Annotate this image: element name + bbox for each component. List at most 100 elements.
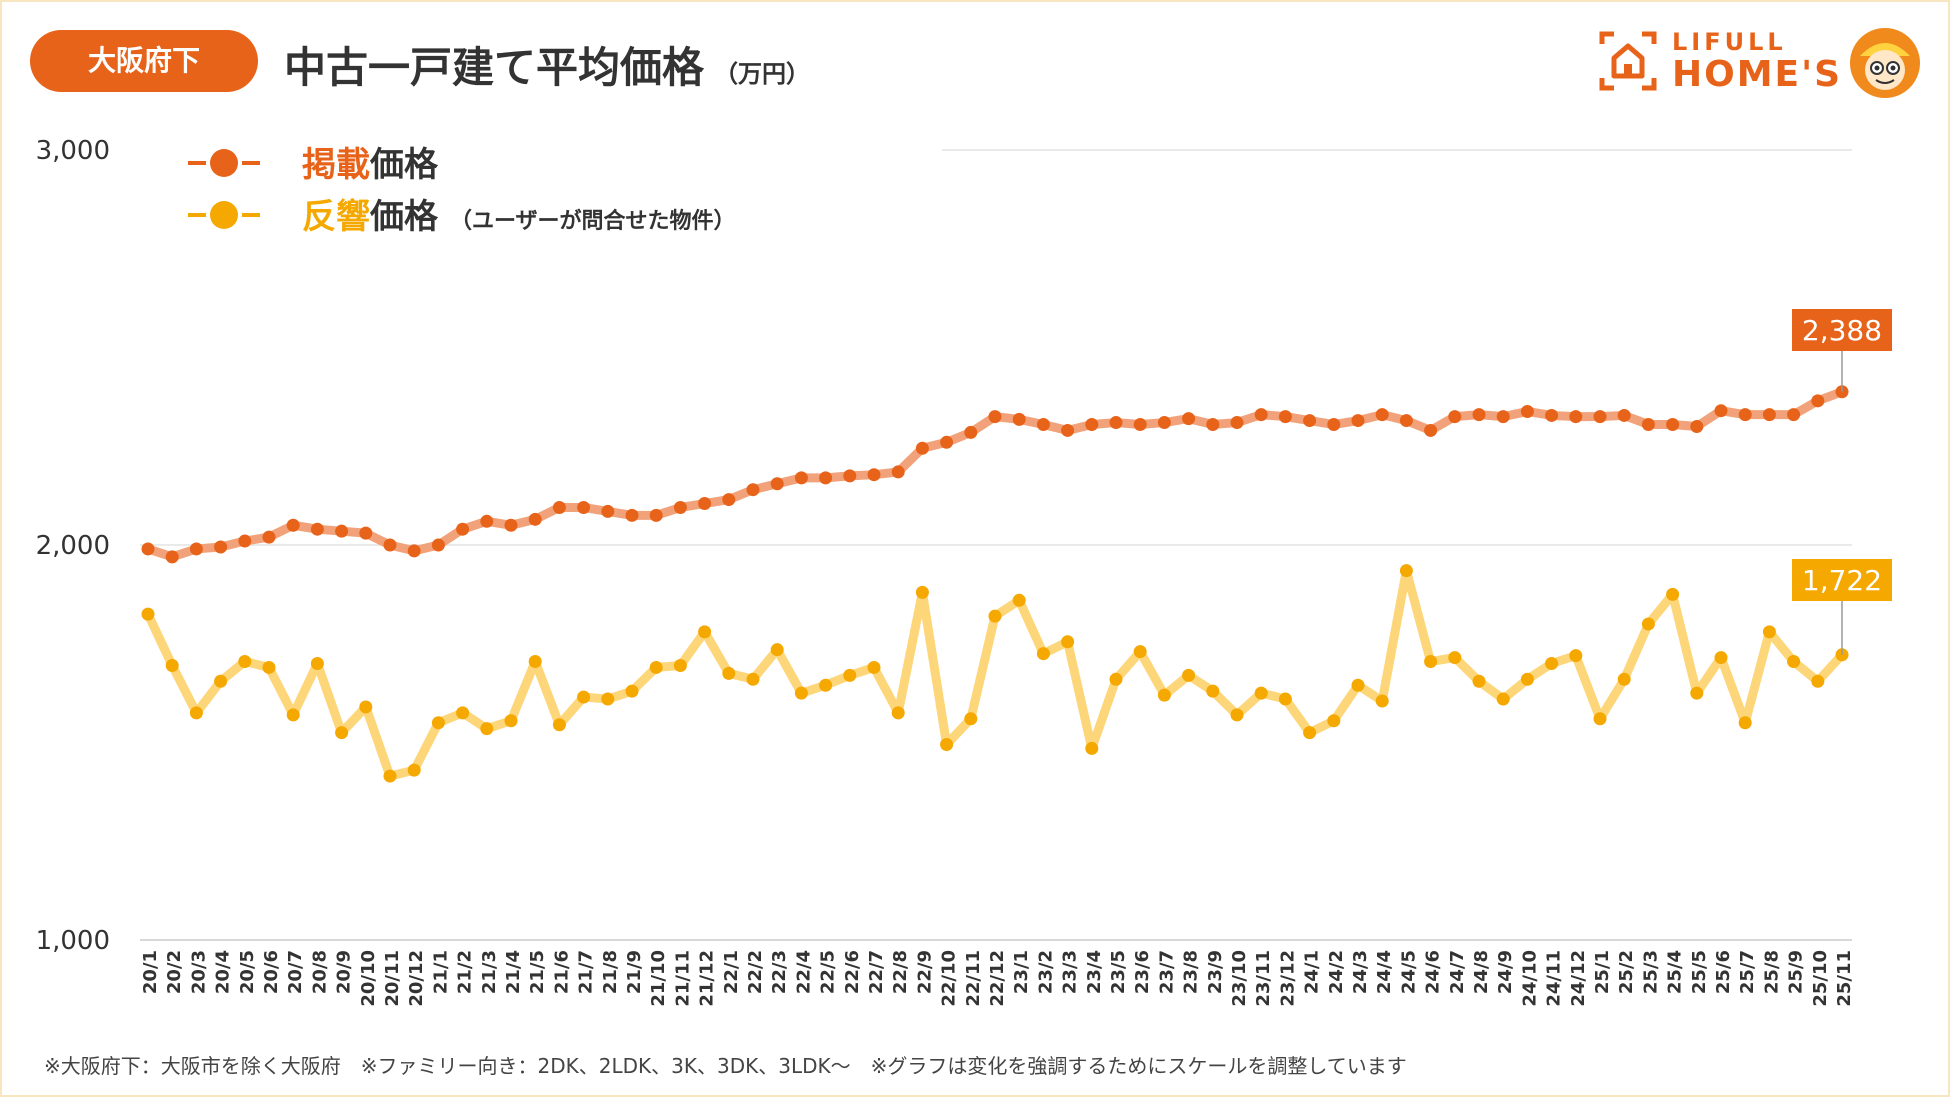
data-point: [1617, 408, 1631, 422]
data-point: [1569, 649, 1583, 663]
data-point: [262, 530, 276, 544]
x-tick-label: 20/4: [213, 950, 234, 994]
data-point: [1399, 564, 1413, 578]
end-value-label: 1,722: [1802, 564, 1882, 597]
x-tick-label: 20/9: [334, 950, 355, 994]
data-point: [649, 508, 663, 522]
data-point: [189, 706, 203, 720]
data-point: [1230, 708, 1244, 722]
x-tick-label: 23/5: [1108, 950, 1129, 994]
x-tick-label: 23/2: [1035, 950, 1056, 994]
data-point: [1327, 714, 1341, 728]
data-point: [141, 607, 155, 621]
x-tick-label: 20/12: [406, 950, 427, 1007]
data-point: [1762, 408, 1776, 422]
data-point: [1109, 672, 1123, 686]
data-point: [238, 655, 252, 669]
data-point: [1303, 726, 1317, 740]
x-tick-label: 25/1: [1592, 950, 1613, 994]
data-point: [940, 435, 954, 449]
x-tick-label: 21/1: [430, 950, 451, 994]
data-point: [964, 425, 978, 439]
x-tick-label: 21/4: [503, 950, 524, 994]
x-tick-label: 22/6: [842, 950, 863, 994]
data-point: [214, 674, 228, 688]
data-point: [915, 585, 929, 599]
y-tick-label: 3,000: [36, 136, 110, 166]
data-point: [1545, 408, 1559, 422]
end-value-box: [1792, 309, 1892, 351]
logo-homes: HOME'S: [1672, 54, 1843, 95]
x-tick-label: 20/8: [309, 950, 330, 994]
data-point: [1303, 414, 1317, 428]
data-point: [141, 542, 155, 556]
data-point: [1351, 414, 1365, 428]
data-point: [1157, 688, 1171, 702]
x-tick-label: 25/11: [1834, 950, 1855, 1007]
legend-accent: 反響: [302, 197, 370, 237]
x-tick-label: 24/3: [1350, 950, 1371, 994]
data-point: [1593, 410, 1607, 424]
data-point: [625, 508, 639, 522]
x-tick-label: 21/11: [672, 950, 693, 1007]
x-tick-label: 24/9: [1495, 950, 1516, 994]
x-tick-label: 22/3: [769, 950, 790, 994]
data-point: [1593, 712, 1607, 726]
data-point: [335, 726, 349, 740]
data-point: [988, 410, 1002, 424]
data-point: [1472, 674, 1486, 688]
data-point: [1399, 414, 1413, 428]
data-point: [1036, 418, 1050, 432]
x-tick-label: 21/7: [576, 950, 597, 994]
data-point: [1738, 408, 1752, 422]
data-point: [988, 609, 1002, 623]
data-point: [238, 534, 252, 548]
data-point: [1787, 408, 1801, 422]
x-tick-label: 22/5: [818, 950, 839, 994]
data-point: [843, 469, 857, 483]
data-point: [383, 538, 397, 552]
data-point: [698, 497, 712, 511]
data-point: [1375, 694, 1389, 708]
x-tick-label: 25/3: [1640, 950, 1661, 994]
data-point: [819, 471, 833, 485]
x-tick-label: 21/6: [551, 950, 572, 994]
legend-accent: 掲載: [302, 145, 370, 185]
data-point: [1085, 418, 1099, 432]
data-point: [891, 706, 905, 720]
x-tick-label: 20/3: [188, 950, 209, 994]
data-point: [552, 500, 566, 514]
data-point: [1666, 587, 1680, 601]
x-tick-label: 24/5: [1398, 950, 1419, 994]
x-tick-label: 23/11: [1253, 950, 1274, 1007]
data-point: [383, 769, 397, 783]
data-point: [310, 657, 324, 670]
x-tick-label: 24/8: [1471, 950, 1492, 994]
data-point: [1036, 647, 1050, 661]
data-point: [504, 518, 518, 532]
x-tick-label: 22/9: [914, 950, 935, 994]
data-point: [673, 500, 687, 514]
x-tick-label: 21/12: [697, 950, 718, 1007]
data-point: [1182, 412, 1196, 426]
data-point: [456, 522, 470, 536]
data-point: [1351, 678, 1365, 692]
x-tick-label: 23/10: [1229, 950, 1250, 1007]
x-tick-label: 23/8: [1181, 950, 1202, 994]
data-point: [794, 471, 808, 485]
x-tick-label: 23/7: [1156, 950, 1177, 994]
x-tick-label: 25/9: [1786, 950, 1807, 994]
x-tick-label: 22/10: [939, 950, 960, 1007]
data-point: [165, 658, 179, 672]
data-point: [577, 500, 591, 514]
data-point: [407, 544, 421, 558]
x-tick-label: 20/7: [285, 950, 306, 994]
x-tick-label: 25/8: [1761, 950, 1782, 994]
data-point: [1424, 655, 1438, 669]
data-point: [431, 716, 445, 730]
data-point: [1085, 741, 1099, 755]
y-tick-label: 1,000: [36, 926, 110, 956]
data-point: [1520, 672, 1534, 686]
x-tick-label: 24/7: [1447, 950, 1468, 994]
